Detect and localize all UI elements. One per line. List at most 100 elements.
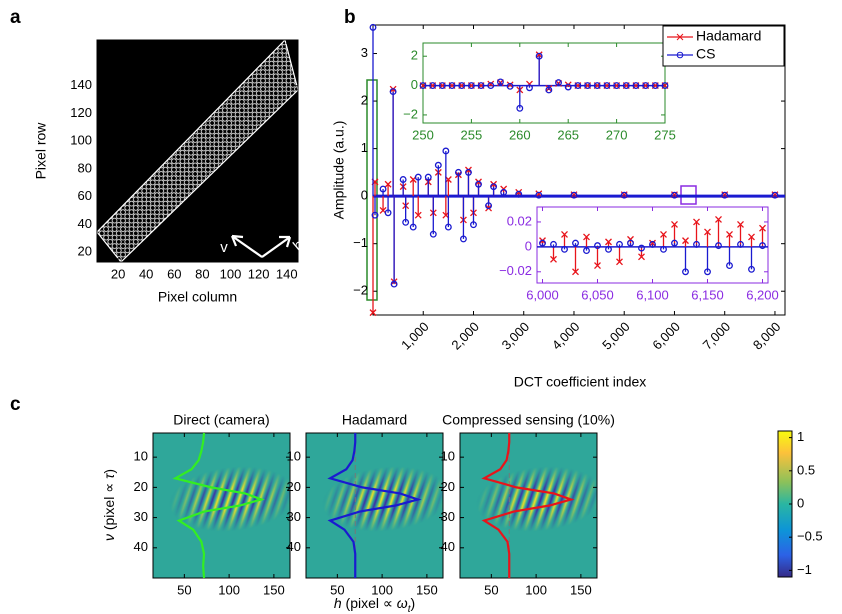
x-tick-label: 80 (195, 266, 209, 281)
marker (715, 215, 722, 223)
heatmap (306, 433, 443, 578)
marker (526, 84, 533, 92)
x-tick-label: 3,000 (499, 319, 533, 353)
x-tick-label: 1,000 (398, 319, 432, 353)
label-part: h (334, 595, 342, 611)
y-tick-label: 0 (361, 188, 368, 203)
marker (419, 82, 427, 90)
marker (660, 230, 667, 238)
x-tick-label: 100 (220, 266, 242, 281)
marker (661, 82, 669, 90)
x-tick-label: 4,000 (549, 319, 583, 353)
label-part: (pixel ∝ (342, 595, 397, 611)
marker (535, 191, 543, 199)
marker (515, 190, 523, 198)
panel-label: b (344, 7, 356, 28)
marker (500, 188, 508, 196)
profile-line (172, 432, 265, 579)
label-part: ν (101, 534, 117, 541)
x-tick-label: 20 (111, 266, 125, 281)
marker (535, 51, 543, 59)
y-tick-label: 80 (78, 160, 92, 175)
marker (384, 209, 392, 217)
legend-box (662, 25, 785, 67)
marker (649, 240, 656, 248)
y-tick-label: 20 (78, 244, 92, 259)
y-tick-label: 30 (287, 509, 301, 524)
heatmap-fringes (306, 433, 443, 578)
x-tick-label: 7,000 (700, 319, 734, 353)
y-tick-label: 40 (441, 539, 455, 554)
marker (399, 176, 407, 183)
marker (475, 180, 482, 188)
marker (642, 82, 650, 90)
axes-frame (459, 432, 598, 579)
y-tick-label: 60 (78, 188, 92, 203)
marker (593, 82, 601, 90)
x-tick-label: 150 (570, 582, 592, 597)
marker (583, 233, 590, 241)
y-tick-label: −0.02 (499, 263, 532, 278)
y-tick-label: 10 (287, 449, 301, 464)
x-axis-label: h (pixel ∝ ωt) (334, 595, 415, 614)
axes-frame (152, 432, 291, 579)
colorbar-tick-label: −1 (797, 562, 812, 577)
x-tick-label: 140 (276, 266, 298, 281)
x-tick-label: 50 (330, 582, 344, 597)
heatmap (460, 433, 597, 578)
y-tick-label: 100 (70, 133, 92, 148)
marker (402, 218, 410, 226)
y-tick-label: 30 (134, 509, 148, 524)
marker (550, 240, 557, 248)
marker (535, 52, 543, 60)
x-tick-label: 275 (654, 127, 676, 142)
marker (390, 280, 398, 288)
marker (622, 82, 630, 90)
marker (572, 239, 579, 247)
marker (438, 82, 446, 90)
x-tick-label: 50 (484, 582, 498, 597)
marker (660, 245, 667, 253)
annotation: v (220, 239, 228, 256)
x-tick-label: 100 (525, 582, 547, 597)
x-tick-label: 40 (139, 266, 153, 281)
marker (550, 255, 557, 263)
marker (632, 82, 640, 90)
x-tick-label: 100 (371, 582, 393, 597)
x-tick-label: 250 (412, 127, 434, 142)
marker (369, 23, 377, 31)
x-tick-label: 6,200 (746, 287, 779, 302)
marker (379, 185, 387, 193)
colorbar-tick-label: 1 (797, 429, 804, 444)
y-tick-label: 1 (361, 140, 368, 155)
label-part: t (408, 604, 412, 614)
x-axis-label: DCT coefficient index (514, 374, 647, 390)
y-tick-label: 0 (525, 238, 532, 253)
marker (616, 240, 623, 248)
heatmap-fringes (460, 433, 597, 578)
y-tick-label: 2 (411, 48, 418, 63)
x-tick-label: 60 (167, 266, 181, 281)
legend-marker (676, 33, 684, 41)
marker (487, 82, 495, 90)
y-tick-label: 20 (287, 479, 301, 494)
marker (726, 230, 733, 238)
marker (704, 228, 711, 236)
x-tick-label: 50 (177, 582, 191, 597)
y-tick-label: 0 (411, 77, 418, 92)
y-tick-label: −2 (403, 106, 418, 121)
x-tick-label: 150 (416, 582, 438, 597)
y-tick-label: 0.02 (507, 213, 532, 228)
x-tick-label: 255 (461, 127, 483, 142)
marker (671, 220, 678, 228)
marker (414, 211, 422, 219)
marker (515, 188, 523, 196)
label-part: ω (397, 595, 408, 611)
marker (442, 147, 450, 155)
marker (583, 247, 590, 255)
marker (620, 191, 628, 199)
marker (487, 80, 495, 88)
marker (516, 104, 524, 112)
panel-title: Compressed sensing (10%) (442, 412, 615, 428)
marker (715, 242, 722, 250)
